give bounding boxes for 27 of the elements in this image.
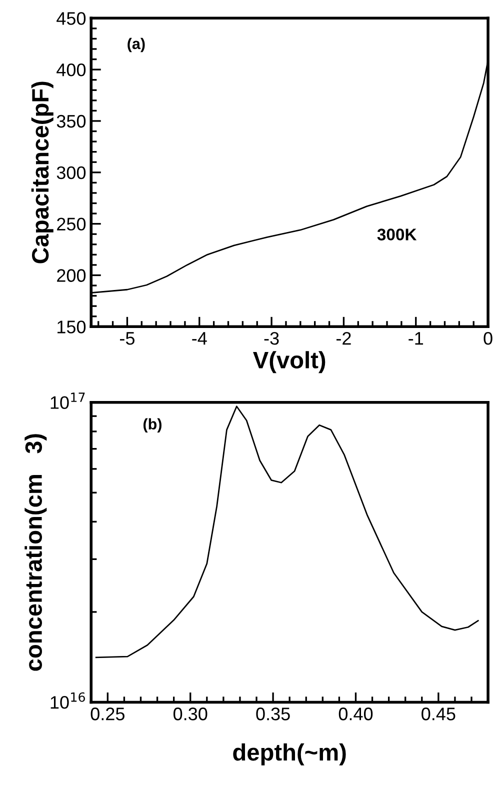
x-tick-label: -1 — [408, 332, 424, 345]
x-tick-label: -3 — [264, 332, 279, 345]
x-tick-label: 0 — [484, 332, 492, 345]
y-axis-title: concentration(cm 3) — [24, 434, 47, 671]
x-tick-label: 0.25 — [90, 708, 124, 720]
annotation: (a) — [128, 38, 145, 52]
annotation: (b) — [143, 418, 162, 433]
y-tick-label: 10$^{16}$ — [50, 692, 85, 709]
x-axis-title: depth(~m) — [233, 743, 346, 766]
x-tick-label: 0.30 — [173, 708, 208, 720]
y-tick-label: 350 — [56, 114, 86, 128]
y-tick-label: 200 — [57, 269, 86, 282]
y-tick-label: 400 — [56, 64, 86, 76]
y-tick-label: 300 — [56, 166, 86, 180]
y-tick-label: 250 — [57, 218, 86, 231]
y-tick-label: 150 — [58, 320, 86, 334]
x-tick-label: -4 — [192, 332, 207, 345]
x-axis-title: V(volt) — [253, 351, 326, 374]
x-tick-label: 0.40 — [338, 708, 373, 720]
y-axis-title: Capacitance(pF) — [31, 82, 54, 264]
x-tick-label: -2 — [336, 332, 351, 345]
y-tick-label: 450 — [56, 12, 86, 25]
y-tick-label: 10$^{17}$ — [50, 392, 85, 409]
annotation: 300K — [377, 228, 417, 240]
x-tick-label: -5 — [120, 332, 134, 345]
x-tick-label: 0.35 — [256, 708, 290, 720]
x-tick-label: 0.45 — [422, 708, 456, 720]
